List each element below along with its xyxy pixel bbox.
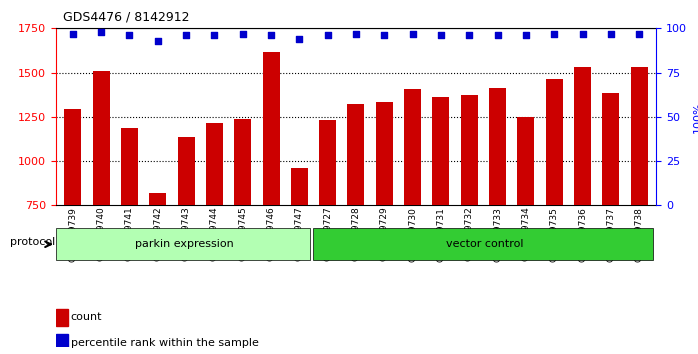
Bar — [121, 129, 138, 338]
Point — [294, 36, 305, 42]
Text: GDS4476 / 8142912: GDS4476 / 8142912 — [63, 11, 189, 24]
FancyBboxPatch shape — [56, 228, 310, 260]
Point — [237, 31, 248, 36]
Y-axis label: 100%: 100% — [692, 101, 698, 133]
Bar — [291, 168, 308, 338]
Bar — [517, 117, 535, 338]
Bar — [93, 71, 110, 338]
Bar — [602, 93, 619, 338]
Point — [379, 33, 390, 38]
Bar — [206, 123, 223, 338]
Point — [265, 33, 276, 38]
Bar — [433, 97, 450, 338]
Bar — [376, 102, 393, 338]
Point — [634, 31, 645, 36]
Bar — [177, 137, 195, 338]
FancyBboxPatch shape — [313, 228, 653, 260]
Text: protocol: protocol — [10, 238, 56, 247]
Point — [209, 33, 220, 38]
Bar — [461, 95, 477, 338]
Bar — [574, 67, 591, 338]
Bar — [262, 52, 279, 338]
Point — [549, 31, 560, 36]
Bar — [489, 88, 506, 338]
Bar — [319, 120, 336, 338]
Point — [605, 31, 616, 36]
Bar — [630, 67, 648, 338]
Point — [322, 33, 333, 38]
Point — [350, 31, 362, 36]
Point — [124, 33, 135, 38]
Bar — [546, 79, 563, 338]
Bar — [348, 104, 364, 338]
Bar — [56, 334, 68, 351]
Bar — [64, 109, 82, 338]
Text: count: count — [71, 312, 103, 322]
Point — [407, 31, 418, 36]
Point — [520, 33, 531, 38]
Text: percentile rank within the sample: percentile rank within the sample — [71, 338, 259, 348]
Point — [577, 31, 588, 36]
Bar — [404, 88, 421, 338]
Bar — [235, 119, 251, 338]
Point — [152, 38, 163, 44]
Bar — [56, 309, 68, 326]
Bar — [149, 193, 166, 338]
Text: parkin expression: parkin expression — [135, 239, 234, 249]
Point — [96, 29, 107, 35]
Point — [436, 33, 447, 38]
Point — [463, 33, 475, 38]
Point — [181, 33, 192, 38]
Point — [67, 31, 78, 36]
Text: vector control: vector control — [446, 239, 524, 249]
Point — [492, 33, 503, 38]
